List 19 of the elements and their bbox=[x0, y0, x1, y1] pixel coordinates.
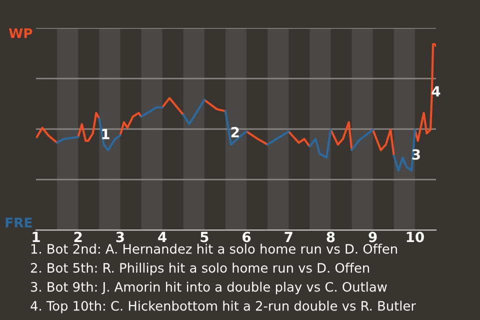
text: FRE bbox=[6, 218, 32, 228]
x-tick-label: 9 bbox=[368, 232, 377, 242]
text: 1. Bot 2nd: A. Hernandez hit a solo home run vs D. Offen bbox=[31, 244, 397, 254]
annotation: 3 bbox=[412, 149, 420, 160]
x-tick-label: 4 bbox=[158, 232, 167, 242]
annotation: 1 bbox=[102, 128, 110, 140]
text: WP bbox=[8, 28, 32, 38]
x-tick-label: 8 bbox=[326, 232, 335, 242]
x-tick-label: 3 bbox=[116, 232, 124, 242]
x-tick-label: 7 bbox=[284, 232, 292, 242]
x-tick-label: 10 bbox=[406, 232, 424, 242]
x-tick-label: 5 bbox=[200, 232, 208, 242]
x-tick-label: 1 bbox=[32, 232, 40, 242]
x-tick-label: 6 bbox=[242, 232, 251, 242]
text: 4. Top 10th: C. Hickenbottom hit a 2-run double vs R. Butler bbox=[30, 300, 416, 314]
x-tick-label: 2 bbox=[74, 232, 82, 242]
annotation: 2 bbox=[231, 126, 239, 138]
text: 2. Bot 5th: R. Phillips hit a solo home run vs D. Offen bbox=[30, 262, 370, 276]
text: 3. Bot 9th: J. Amorin hit into a double play vs C. Outlaw bbox=[30, 282, 387, 294]
